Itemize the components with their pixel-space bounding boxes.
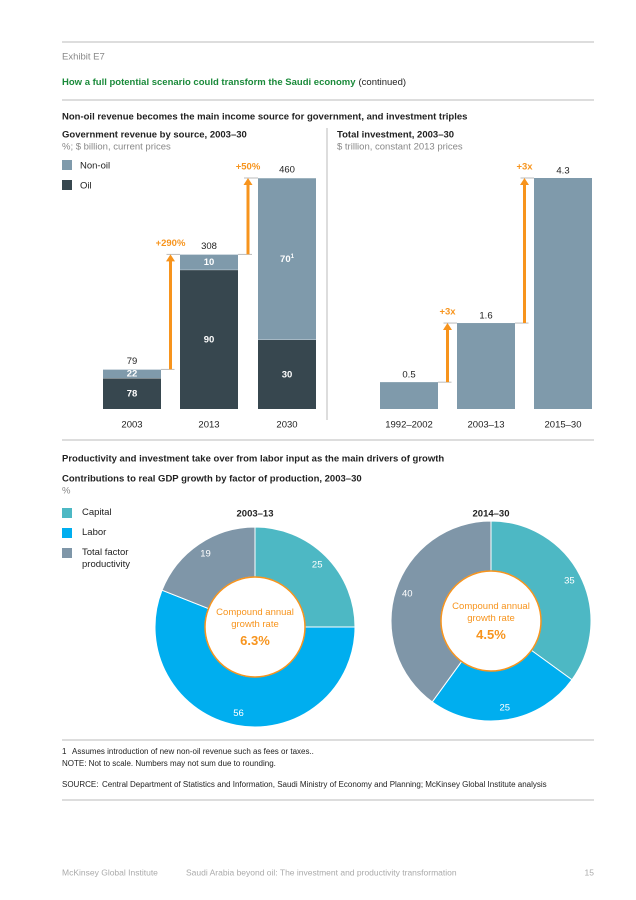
segment-label: 701 <box>280 253 295 264</box>
legend-swatch <box>62 160 72 170</box>
legend-label: Non-oil <box>80 161 110 172</box>
donut-center <box>440 570 542 672</box>
segment-value: 22 <box>127 368 138 379</box>
segment-label: 40 <box>402 588 413 599</box>
exhibit-title: How a full potential scenario could tran… <box>62 77 406 88</box>
legend-label: Capital <box>82 507 112 518</box>
segment-value: 90 <box>204 334 215 345</box>
segment-label: 30 <box>282 369 293 380</box>
segment-label: 19 <box>200 549 211 560</box>
donut-title: 2014–30 <box>473 509 510 520</box>
bar-segment <box>180 254 238 270</box>
chart-subtitle: % <box>62 486 71 497</box>
source-label: SOURCE: <box>62 780 98 789</box>
footnote-ref: 1 <box>291 253 295 259</box>
segment-label: 10 <box>204 257 215 268</box>
note: NOTE: Not to scale. Numbers may not sum … <box>62 759 276 768</box>
footer-publisher: McKinsey Global Institute <box>62 867 158 877</box>
exhibit-label: Exhibit E7 <box>62 52 105 63</box>
segment-label: 22 <box>127 368 138 379</box>
x-tick-label: 2013 <box>198 420 219 431</box>
center-label: Compound annual growth rate <box>452 601 530 624</box>
chart-subtitle: $ trillion, constant 2013 prices <box>337 142 463 153</box>
bar-segment <box>103 378 161 409</box>
bar-segment <box>103 369 161 379</box>
legend-label: Oil <box>80 181 92 192</box>
x-tick-label: 2015–30 <box>545 420 582 431</box>
bar <box>380 382 438 409</box>
bar-segment <box>258 339 316 409</box>
total-label: 460 <box>279 165 295 176</box>
arrow-head <box>520 178 529 185</box>
section-heading: Productivity and investment take over fr… <box>62 454 444 465</box>
segment-label: 25 <box>312 559 323 570</box>
value-label: 1.6 <box>479 311 492 322</box>
chart-subtitle: %; $ billion, current prices <box>62 142 171 153</box>
total-label: 79 <box>127 356 138 367</box>
segment-value: 70 <box>280 253 291 264</box>
x-tick-label: 2003 <box>121 420 142 431</box>
segment-label: 78 <box>127 388 138 399</box>
segment-label: 35 <box>564 576 575 587</box>
donut-title: 2003–13 <box>237 509 274 520</box>
center-value: 6.3% <box>240 633 270 648</box>
title-main: How a full potential scenario could tran… <box>62 77 356 88</box>
segment-value: 10 <box>204 257 215 268</box>
arrow-head <box>443 323 452 331</box>
legend-label: Total factor productivity <box>82 547 131 570</box>
center-value: 4.5% <box>476 627 506 642</box>
annotation: +3x <box>439 307 456 318</box>
annotation: +290% <box>156 238 186 249</box>
legend-swatch <box>62 548 72 558</box>
bar-segment <box>180 269 238 409</box>
x-tick-label: 2003–13 <box>468 420 505 431</box>
segment-label: 90 <box>204 334 215 345</box>
center-label: Compound annual growth rate <box>216 607 294 630</box>
legend-swatch <box>62 508 72 518</box>
title-suffix: (continued) <box>359 77 407 88</box>
x-tick-label: 2030 <box>276 420 297 431</box>
legend-label: Labor <box>82 527 107 538</box>
source: Central Department of Statistics and Inf… <box>102 780 547 789</box>
bar <box>534 178 592 409</box>
page-number: 15 <box>585 867 595 877</box>
bar-segment <box>258 178 316 340</box>
donut-center <box>204 576 306 678</box>
arrow-head <box>243 178 253 185</box>
segment-value: 30 <box>282 369 293 380</box>
total-label: 308 <box>201 241 217 252</box>
legend-swatch <box>62 180 72 190</box>
arrow-head <box>166 254 175 262</box>
legend-swatch <box>62 528 72 538</box>
value-label: 4.3 <box>556 166 569 177</box>
x-tick-label: 1992–2002 <box>385 420 433 431</box>
value-label: 0.5 <box>402 370 415 381</box>
footer-report: Saudi Arabia beyond oil: The investment … <box>186 867 457 877</box>
chart-title: Total investment, 2003–30 <box>337 130 454 141</box>
bar <box>457 323 515 409</box>
segment-value: 78 <box>127 388 138 399</box>
annotation: +50% <box>236 162 261 173</box>
chart-title: Government revenue by source, 2003–30 <box>62 130 247 141</box>
footnote-text: Assumes introduction of new non-oil reve… <box>72 747 314 756</box>
annotation: +3x <box>516 162 533 173</box>
segment-label: 56 <box>233 708 244 719</box>
footnote-mark: 1 <box>62 747 67 756</box>
chart-title: Contributions to real GDP growth by fact… <box>62 474 362 485</box>
segment-label: 25 <box>499 702 510 713</box>
section-heading: Non-oil revenue becomes the main income … <box>62 112 467 123</box>
